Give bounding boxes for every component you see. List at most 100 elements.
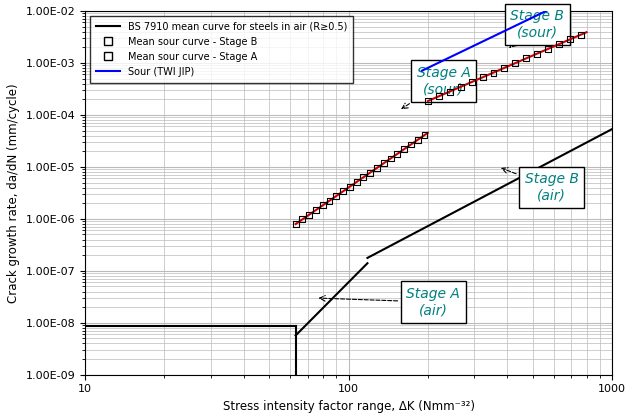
Mean sour curve - Stage A [385, 155, 396, 162]
Mean sour curve - Stage A [413, 136, 423, 143]
Sour (TWI JIP) [418, 68, 426, 73]
BS 7910 mean curve for steels in air (R≥0.5) [399, 237, 406, 242]
BS 7910 mean curve for steels in air (R≥0.5) [563, 150, 571, 155]
BS 7910 mean curve for steels in air (R≥0.5) [558, 153, 566, 158]
Sour (TWI JIP) [433, 61, 441, 66]
Sour (TWI JIP) [440, 58, 448, 63]
Text: Stage A
(sour): Stage A (sour) [402, 66, 471, 108]
BS 7910 mean curve for steels in air (R≥0.5) [404, 234, 411, 239]
Mean sour curve - Stage A [338, 188, 348, 194]
Sour (TWI JIP) [546, 7, 553, 12]
Sour (TWI JIP) [469, 44, 477, 49]
Sour (TWI JIP) [553, 3, 560, 8]
BS 7910 mean curve for steels in air (R≥0.5) [364, 255, 372, 260]
Mean sour curve - Stage B [565, 36, 575, 43]
Sour (TWI JIP) [531, 14, 539, 19]
Mean sour curve - Stage A [399, 146, 409, 152]
Mean sour curve - Stage B [456, 84, 466, 90]
Mean sour curve - Stage A [291, 220, 301, 227]
Sour (TWI JIP) [480, 39, 487, 44]
BS 7910 mean curve for steels in air (R≥0.5) [389, 242, 396, 247]
BS 7910 mean curve for steels in air (R≥0.5) [553, 155, 561, 160]
BS 7910 mean curve for steels in air (R≥0.5) [508, 179, 516, 184]
Mean sour curve - Stage B [423, 98, 433, 105]
Sour (TWI JIP) [567, 0, 575, 2]
Mean sour curve - Stage A [358, 174, 368, 181]
Sour (TWI JIP) [505, 26, 513, 31]
BS 7910 mean curve for steels in air (R≥0.5) [379, 247, 386, 252]
Text: Stage A
(air): Stage A (air) [320, 287, 460, 317]
Text: Stage B
(air): Stage B (air) [502, 168, 579, 203]
Mean sour curve - Stage B [489, 69, 499, 76]
Sour (TWI JIP) [458, 49, 466, 54]
Mean sour curve - Stage A [392, 150, 403, 157]
BS 7910 mean curve for steels in air (R≥0.5) [498, 184, 506, 189]
BS 7910 mean curve for steels in air (R≥0.5) [568, 147, 576, 152]
Mean sour curve - Stage B [521, 55, 531, 62]
BS 7910 mean curve for steels in air (R≥0.5) [548, 158, 556, 163]
BS 7910 mean curve for steels in air (R≥0.5) [583, 140, 591, 145]
BS 7910 mean curve for steels in air (R≥0.5) [373, 250, 381, 255]
BS 7910 mean curve for steels in air (R≥0.5) [543, 161, 551, 166]
BS 7910 mean curve for steels in air (R≥0.5) [598, 132, 606, 137]
Mean sour curve - Stage A [372, 165, 382, 171]
Sour (TWI JIP) [476, 40, 484, 45]
Mean sour curve - Stage A [325, 197, 335, 204]
BS 7910 mean curve for steels in air (R≥0.5) [479, 195, 486, 200]
Mean sour curve - Stage A [351, 178, 361, 185]
Sour (TWI JIP) [462, 47, 470, 52]
Line: BS 7910 mean curve for steels in air (R≥0.5): BS 7910 mean curve for steels in air (R≥… [368, 129, 612, 258]
Mean sour curve - Stage B [499, 64, 510, 71]
Sour (TWI JIP) [556, 2, 564, 7]
BS 7910 mean curve for steels in air (R≥0.5) [434, 218, 441, 223]
BS 7910 mean curve for steels in air (R≥0.5) [423, 224, 431, 229]
BS 7910 mean curve for steels in air (R≥0.5) [468, 200, 476, 205]
Sour (TWI JIP) [436, 60, 444, 65]
Mean sour curve - Stage B [434, 93, 444, 100]
Sour (TWI JIP) [465, 45, 473, 50]
Sour (TWI JIP) [425, 65, 433, 70]
X-axis label: Stress intensity factor range, ΔK (Nmm⁻³²): Stress intensity factor range, ΔK (Nmm⁻³… [223, 400, 475, 413]
BS 7910 mean curve for steels in air (R≥0.5) [579, 142, 586, 147]
Sour (TWI JIP) [484, 37, 491, 42]
BS 7910 mean curve for steels in air (R≥0.5) [489, 190, 496, 195]
BS 7910 mean curve for steels in air (R≥0.5) [593, 134, 601, 139]
BS 7910 mean curve for steels in air (R≥0.5) [484, 192, 491, 197]
Sour (TWI JIP) [494, 32, 502, 37]
Mean sour curve - Stage B [467, 79, 477, 85]
Sour (TWI JIP) [448, 54, 455, 59]
Sour (TWI JIP) [429, 63, 437, 68]
Sour (TWI JIP) [534, 12, 542, 17]
Mean sour curve - Stage A [420, 132, 430, 139]
Sour (TWI JIP) [487, 35, 495, 40]
BS 7910 mean curve for steels in air (R≥0.5) [518, 174, 526, 179]
BS 7910 mean curve for steels in air (R≥0.5) [529, 169, 536, 174]
BS 7910 mean curve for steels in air (R≥0.5) [534, 166, 541, 171]
BS 7910 mean curve for steels in air (R≥0.5) [449, 211, 456, 216]
BS 7910 mean curve for steels in air (R≥0.5) [439, 216, 446, 221]
Mean sour curve - Stage B [510, 60, 520, 66]
Sour (TWI JIP) [451, 52, 458, 58]
Mean sour curve - Stage A [311, 207, 321, 213]
BS 7910 mean curve for steels in air (R≥0.5) [603, 129, 611, 134]
BS 7910 mean curve for steels in air (R≥0.5) [573, 145, 581, 150]
BS 7910 mean curve for steels in air (R≥0.5) [453, 208, 461, 213]
BS 7910 mean curve for steels in air (R≥0.5) [513, 176, 521, 181]
Sour (TWI JIP) [454, 51, 462, 56]
Sour (TWI JIP) [509, 24, 517, 29]
BS 7910 mean curve for steels in air (R≥0.5) [384, 245, 391, 250]
Sour (TWI JIP) [542, 9, 549, 14]
Sour (TWI JIP) [563, 0, 571, 3]
BS 7910 mean curve for steels in air (R≥0.5) [523, 171, 531, 176]
BS 7910 mean curve for steels in air (R≥0.5) [429, 221, 436, 226]
Sour (TWI JIP) [549, 5, 556, 10]
Mean sour curve - Stage B [554, 41, 564, 47]
Mean sour curve - Stage B [444, 88, 454, 95]
Mean sour curve - Stage B [477, 74, 487, 81]
Sour (TWI JIP) [422, 66, 429, 71]
Sour (TWI JIP) [560, 0, 567, 5]
Mean sour curve - Stage A [365, 169, 375, 176]
Sour (TWI JIP) [523, 18, 531, 23]
BS 7910 mean curve for steels in air (R≥0.5) [458, 205, 466, 210]
BS 7910 mean curve for steels in air (R≥0.5) [503, 182, 511, 187]
